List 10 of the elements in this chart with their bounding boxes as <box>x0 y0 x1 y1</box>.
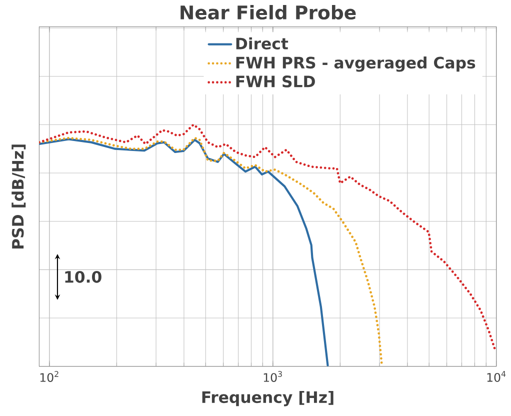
y-axis-title: PSD [dB/Hz] <box>12 144 26 248</box>
x-tick-label: 10$^{3}$ <box>264 370 282 382</box>
x-tick-label: 10$^{2}$ <box>40 370 58 382</box>
legend-label: FWH SLD <box>236 75 315 88</box>
x-tick-label: 10$^{4}$ <box>487 370 506 382</box>
chart-title: Near Field Probe <box>180 4 356 20</box>
annotation: 10.0 <box>65 270 102 283</box>
x-axis-title: Frequency [Hz] <box>202 390 334 406</box>
legend-label: Direct <box>236 37 288 50</box>
legend-label: FWH PRS - avgeraged Caps <box>236 56 476 72</box>
